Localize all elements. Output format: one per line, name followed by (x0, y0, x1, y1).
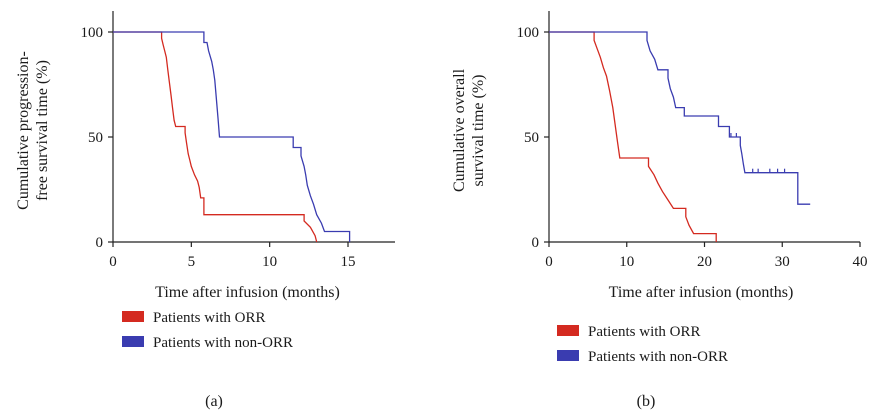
panel-label: (a) (205, 393, 223, 410)
legend-label: Patients with non-ORR (588, 349, 728, 365)
x-tick-label: 0 (109, 254, 117, 270)
y-axis-label: Cumulative progression-free survival tim… (15, 51, 51, 210)
x-tick-label: 0 (545, 254, 553, 270)
y-tick-label: 0 (532, 235, 540, 251)
x-tick-label: 30 (775, 254, 790, 270)
x-tick-label: 40 (853, 254, 868, 270)
x-tick-label: 10 (262, 254, 277, 270)
y-tick-label: 50 (524, 130, 539, 146)
x-tick-label: 15 (341, 254, 356, 270)
y-axis-label-line: free survival time (%) (34, 60, 51, 201)
series-line-orr (113, 31, 318, 243)
panel-label: (b) (637, 393, 656, 410)
y-tick-label: 0 (96, 235, 104, 251)
panel-b: 0 50 100 0 10 20 30 40 Time after infusion (mont… (451, 11, 868, 410)
y-axis-label-line: Cumulative overall (451, 68, 468, 192)
x-tick-label: 10 (619, 254, 634, 270)
legend-label: Patients with ORR (153, 310, 266, 326)
series-line-orr (549, 31, 717, 242)
legend-label: Patients with non-ORR (153, 335, 293, 351)
legend-swatch-non-orr (557, 350, 579, 361)
x-tick-label: 5 (188, 254, 196, 270)
series-line-non-orr (113, 31, 351, 242)
x-tick-label: 20 (697, 254, 712, 270)
legend-label: Patients with ORR (588, 324, 701, 340)
legend-swatch-orr (122, 311, 144, 322)
legend-swatch-non-orr (122, 336, 144, 347)
y-tick-label: 50 (88, 130, 103, 146)
legend-swatch-orr (557, 325, 579, 336)
x-axis-label: Time after infusion (months) (155, 284, 340, 301)
y-axis-label-line: survival time (%) (470, 75, 487, 187)
y-axis-label: Cumulative overall survival time (%) (451, 68, 487, 192)
y-tick-label: 100 (517, 25, 540, 41)
y-axis-label-line: Cumulative progression- (15, 51, 32, 210)
y-tick-label: 100 (81, 25, 104, 41)
x-axis-label: Time after infusion (months) (609, 284, 794, 301)
series-line-non-orr (549, 31, 811, 205)
